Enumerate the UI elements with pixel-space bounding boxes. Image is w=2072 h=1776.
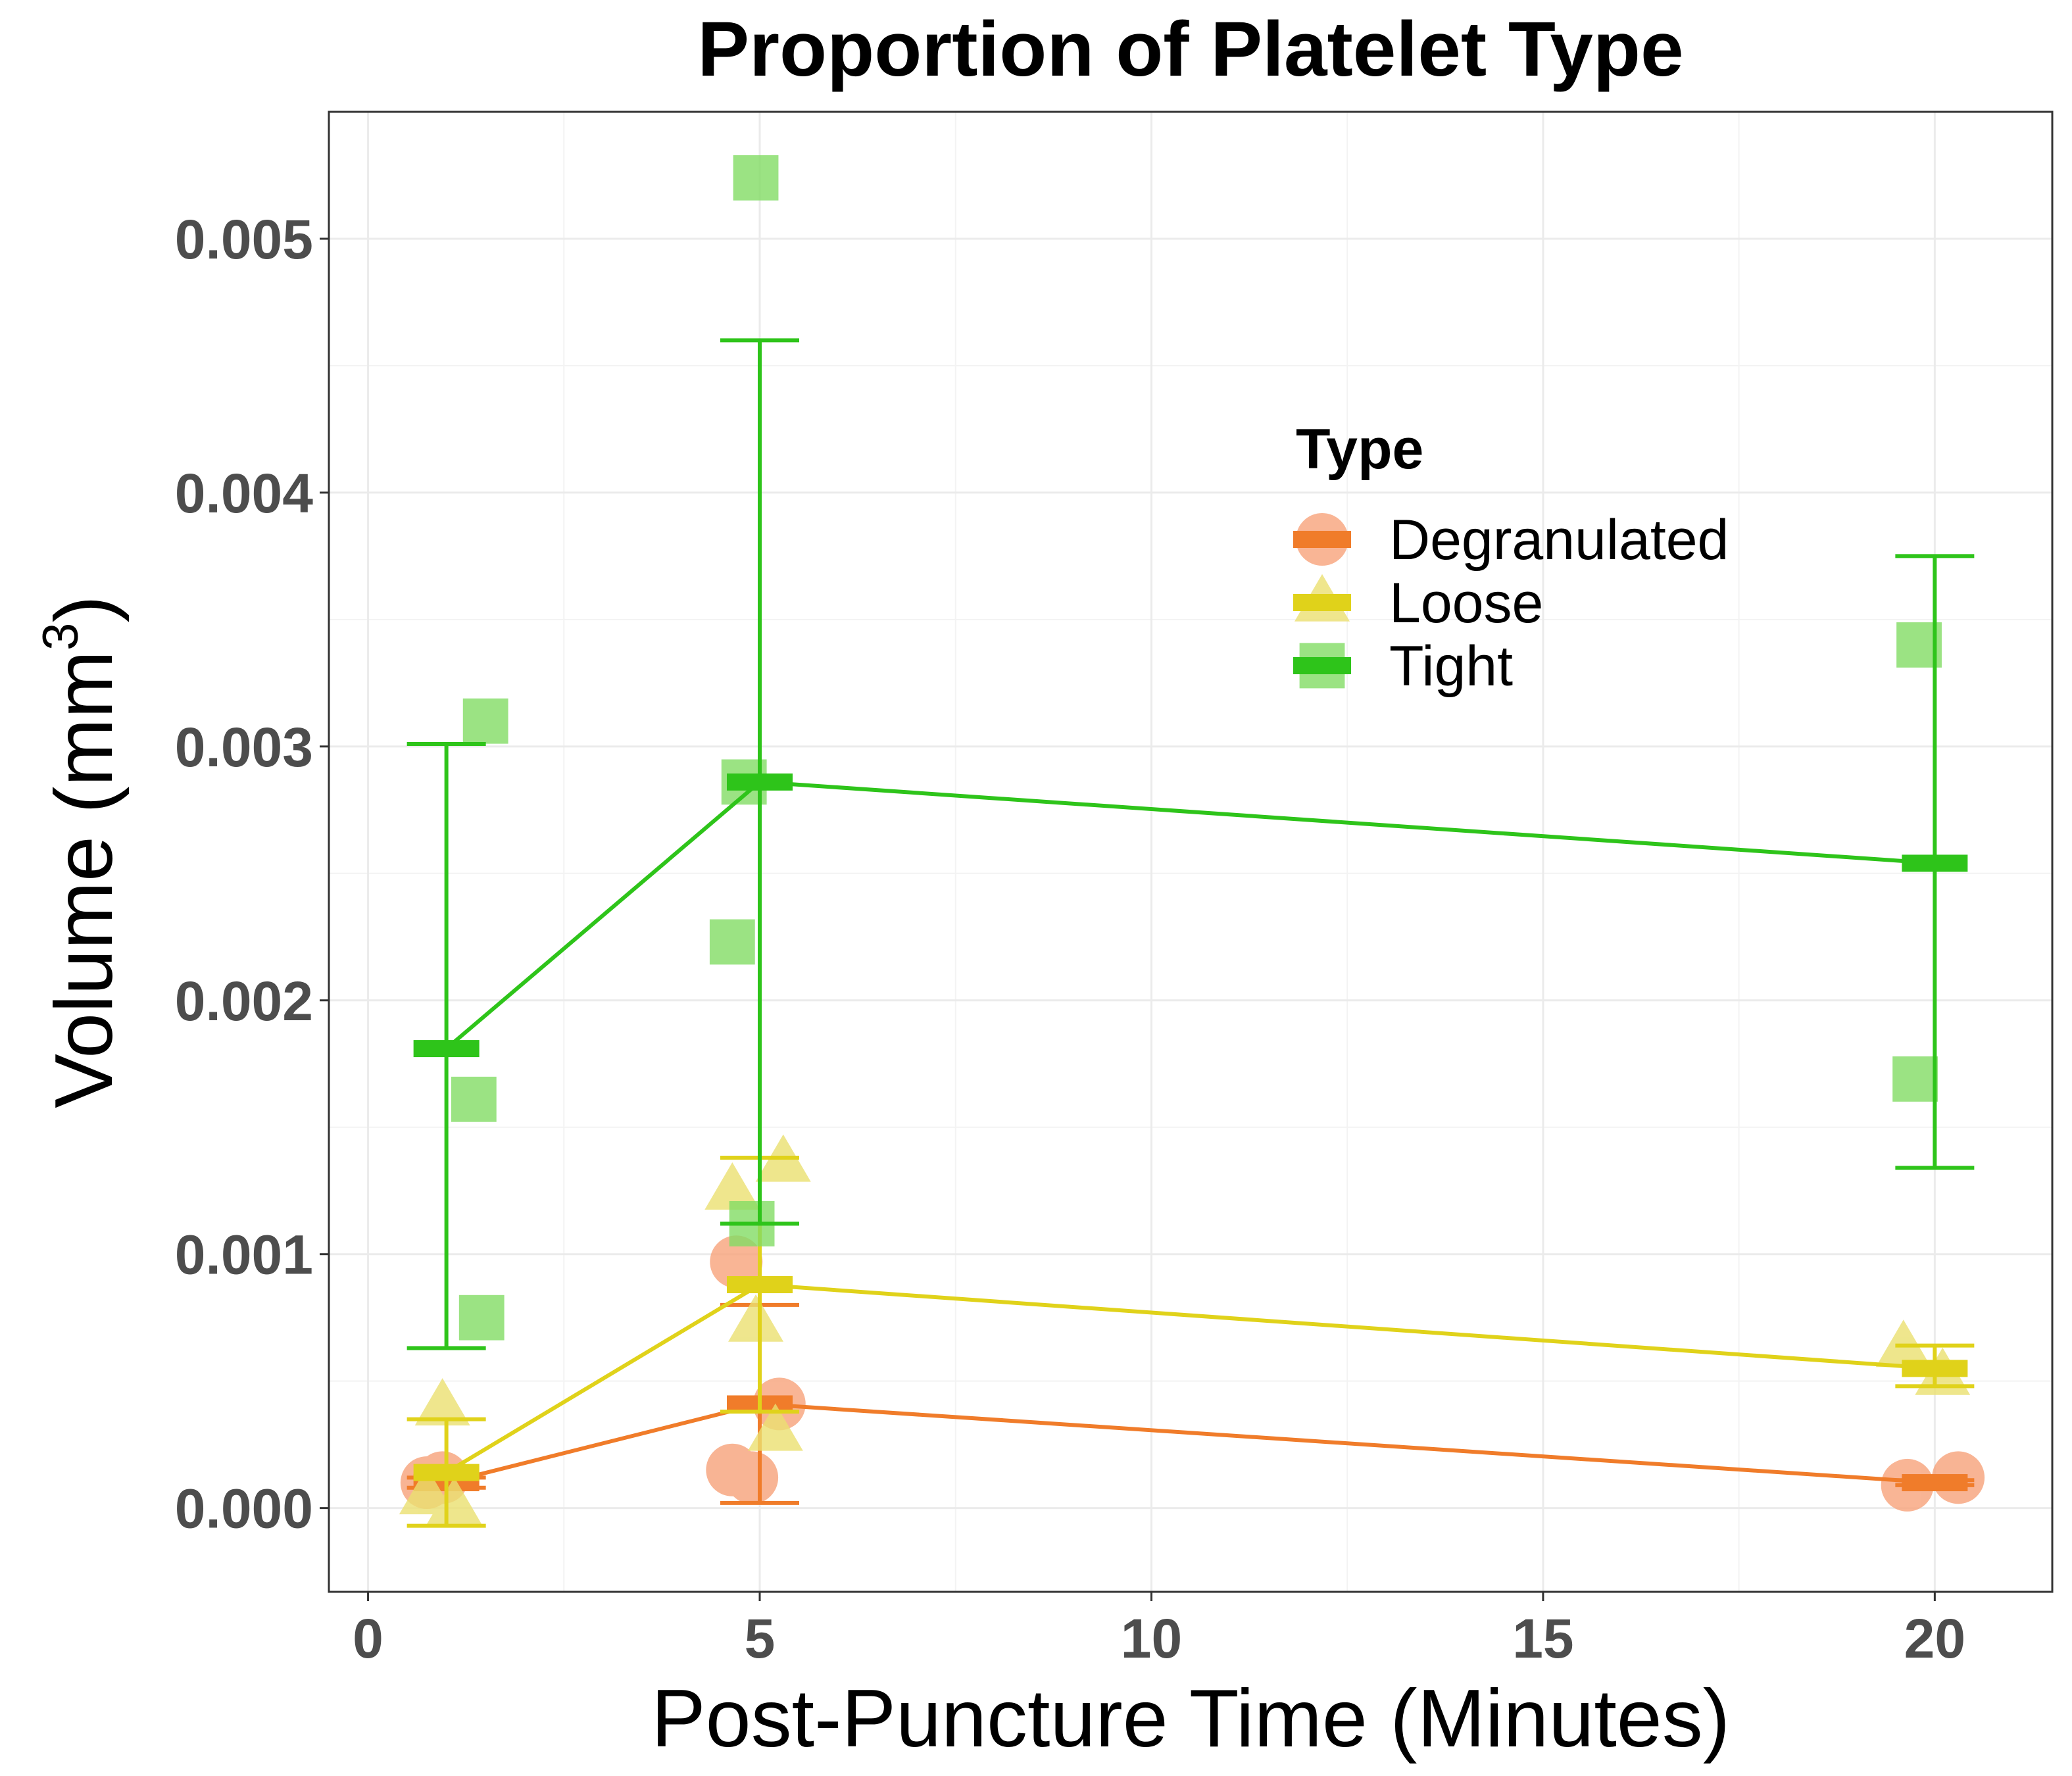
loose-point xyxy=(728,1294,784,1342)
y-tick-label: 0.004 xyxy=(175,462,313,524)
y-axis-title-close: ) xyxy=(39,595,130,622)
x-tick-label: 15 xyxy=(1512,1608,1573,1669)
tight-mean-marker xyxy=(413,1040,480,1058)
y-tick-label: 0.005 xyxy=(175,209,313,270)
panel-border xyxy=(328,111,2054,1593)
y-axis-title-superscript: 3 xyxy=(33,623,89,651)
loose-point xyxy=(747,1403,803,1451)
tight-point xyxy=(462,698,508,744)
tight-point xyxy=(1892,1056,1938,1102)
series-tight xyxy=(407,155,1975,1350)
legend-key-degranulated-bar xyxy=(1293,531,1351,548)
axis-ticks: 0 5 10 15 20 0.000 0.001 0.002 0.003 0.004 0.005 xyxy=(175,209,1965,1669)
y-tick-label: 0.000 xyxy=(175,1478,313,1540)
legend-entry-loose: Loose xyxy=(1293,572,1543,635)
y-axis-title-main: Volume (mm xyxy=(39,651,130,1108)
y-tick-label: 0.001 xyxy=(175,1224,313,1286)
loose-mean-marker xyxy=(1902,1360,1968,1377)
x-tick-label: 10 xyxy=(1121,1608,1182,1669)
x-tick-label: 5 xyxy=(745,1608,776,1669)
degranulated-point xyxy=(710,1235,763,1289)
legend-key-tight-bar xyxy=(1293,657,1351,674)
y-tick-label: 0.002 xyxy=(175,970,313,1032)
degranulated-mean-marker xyxy=(1902,1474,1968,1492)
loose-mean-marker xyxy=(413,1464,480,1481)
tight-point xyxy=(733,155,779,201)
tight-point xyxy=(451,1076,497,1122)
y-axis-title: Volume (mm3) xyxy=(33,595,130,1108)
loose-point xyxy=(1875,1320,1931,1368)
legend-title: Type xyxy=(1296,418,1423,481)
tight-point xyxy=(709,919,755,965)
y-tick-label: 0.003 xyxy=(175,716,313,778)
loose-mean-marker xyxy=(727,1276,793,1294)
legend-label-loose: Loose xyxy=(1389,572,1543,635)
tight-point xyxy=(458,1295,505,1341)
tight-summary xyxy=(407,338,1975,1350)
loose-point xyxy=(414,1378,470,1426)
legend-entry-tight: Tight xyxy=(1293,635,1513,698)
x-tick-label: 20 xyxy=(1904,1608,1965,1669)
loose-point xyxy=(704,1162,760,1210)
degranulated-point xyxy=(726,1451,779,1504)
tight-mean-marker xyxy=(727,773,793,791)
plot-marks xyxy=(399,155,1985,1528)
series-loose xyxy=(399,1134,1975,1528)
legend-entry-degranulated: Degranulated xyxy=(1293,508,1729,572)
tight-mean-marker xyxy=(1902,854,1968,872)
chart-title: Proportion of Platelet Type xyxy=(697,6,1683,93)
legend-label-tight: Tight xyxy=(1389,635,1513,698)
x-axis-title: Post-Puncture Time (Minutes) xyxy=(651,1673,1730,1764)
x-tick-label: 0 xyxy=(353,1608,383,1669)
legend-label-degranulated: Degranulated xyxy=(1389,508,1729,572)
loose-point xyxy=(426,1477,482,1525)
legend-key-loose-bar xyxy=(1293,594,1351,611)
